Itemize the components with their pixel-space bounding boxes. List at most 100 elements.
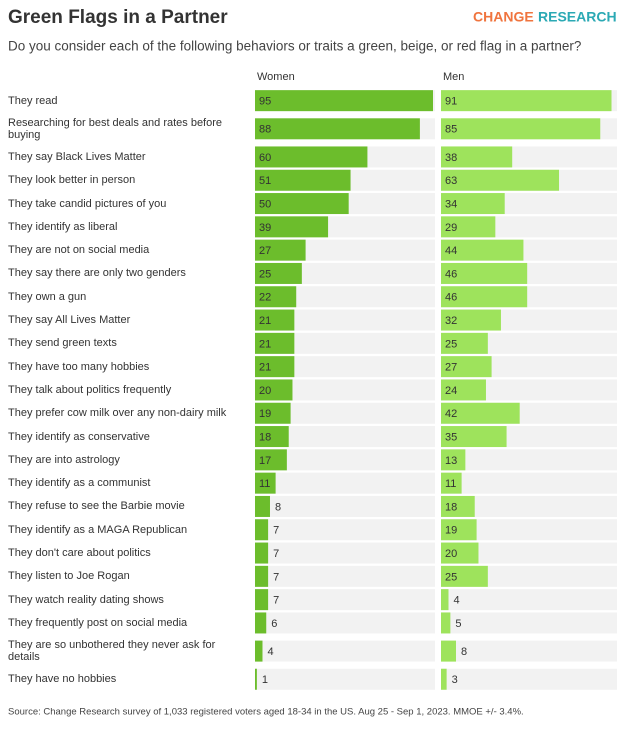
value-label: 32 xyxy=(445,315,457,327)
bar xyxy=(255,495,270,517)
bar xyxy=(441,146,513,168)
value-label: 8 xyxy=(461,646,467,658)
value-label: 95 xyxy=(259,96,271,108)
value-label: 60 xyxy=(259,152,271,164)
value-label: 11 xyxy=(445,478,456,490)
bar-track xyxy=(441,495,617,517)
bar xyxy=(441,118,601,140)
category-label: They say there are only two genders xyxy=(8,267,186,280)
bar xyxy=(255,309,295,331)
bar xyxy=(441,216,496,238)
category-label: They take candid pictures of you xyxy=(8,197,167,210)
bar xyxy=(255,332,295,354)
value-label: 50 xyxy=(259,198,271,210)
bar xyxy=(255,379,293,401)
category-label: They own a gun xyxy=(8,290,87,303)
value-label: 18 xyxy=(445,501,457,513)
bar xyxy=(441,542,479,564)
category-label: They take candid pictures of you xyxy=(8,197,167,210)
value-label: 38 xyxy=(445,152,457,164)
bar xyxy=(441,668,447,690)
category-label: They have too many hobbies xyxy=(8,360,150,373)
bar xyxy=(441,286,528,308)
bar-track xyxy=(441,612,617,634)
bar xyxy=(255,519,269,541)
bar xyxy=(255,169,351,191)
bar xyxy=(441,193,505,215)
category-label: They watch reality dating shows xyxy=(8,593,164,606)
value-label: 5 xyxy=(455,618,461,630)
category-label: They identify as a communist xyxy=(8,477,151,490)
bar xyxy=(441,309,501,331)
bar-track xyxy=(255,472,435,494)
value-label: 25 xyxy=(445,338,457,350)
value-label: 4 xyxy=(267,646,273,658)
value-label: 27 xyxy=(445,362,457,374)
value-label: 13 xyxy=(445,455,457,467)
value-label: 20 xyxy=(259,385,271,397)
brand-part: RESEARCH xyxy=(538,9,617,25)
value-label: 44 xyxy=(445,245,457,257)
bar xyxy=(441,379,486,401)
bar-track xyxy=(255,309,435,331)
brand-part: CHANGE xyxy=(473,9,534,25)
bar xyxy=(255,612,267,634)
bar xyxy=(255,589,269,611)
value-label: 34 xyxy=(445,198,457,210)
category-label: Researching for best deals and rates bef… xyxy=(8,116,223,141)
value-label: 63 xyxy=(445,175,457,187)
category-label: They are into astrology xyxy=(8,454,120,466)
category-label: They say All Lives Matter xyxy=(8,314,130,326)
category-label: They identify as a MAGA Republican xyxy=(8,523,188,536)
bar-track xyxy=(441,449,617,471)
bar xyxy=(441,239,524,261)
category-label: They say there are only two genders xyxy=(8,267,186,280)
value-label: 22 xyxy=(259,292,271,304)
value-label: 91 xyxy=(445,96,457,108)
value-label: 18 xyxy=(259,431,271,443)
bar-track xyxy=(441,472,617,494)
category-label: They identify as a MAGA Republican xyxy=(8,523,188,536)
value-label: 39 xyxy=(259,222,271,234)
category-label: They are so unbothered they never ask fo… xyxy=(8,639,216,664)
bar xyxy=(441,472,462,494)
category-label: They identify as conservative xyxy=(8,431,150,443)
bar xyxy=(441,90,612,112)
value-label: 19 xyxy=(445,525,457,537)
category-label: They prefer cow milk over any non-dairy … xyxy=(8,407,227,420)
bar-track xyxy=(255,286,435,308)
category-label: They don't care about politics xyxy=(8,547,151,559)
bar xyxy=(441,612,451,634)
bar xyxy=(255,402,291,424)
bar-track xyxy=(255,519,435,541)
category-label: They frequently post on social media xyxy=(8,617,187,629)
category-label: They identify as liberal xyxy=(8,220,118,233)
category-label: They say Black Lives Matter xyxy=(8,150,146,163)
value-label: 6 xyxy=(271,618,277,630)
value-label: 51 xyxy=(259,175,271,187)
bar xyxy=(255,565,269,587)
category-label: They watch reality dating shows xyxy=(8,593,164,606)
value-label: 25 xyxy=(445,571,457,583)
category-label: Researching for best deals and rates bef… xyxy=(8,116,223,141)
category-label: They have too many hobbies xyxy=(8,360,150,373)
bar-track xyxy=(255,565,435,587)
bar xyxy=(255,356,295,378)
bar-track xyxy=(255,426,435,448)
bar xyxy=(441,565,488,587)
value-label: 4 xyxy=(453,595,459,607)
bar xyxy=(441,589,449,611)
bar-track xyxy=(255,356,435,378)
value-label: 20 xyxy=(445,548,457,560)
category-label: They own a gun xyxy=(8,290,87,303)
value-label: 7 xyxy=(273,548,279,560)
value-label: 21 xyxy=(259,338,271,350)
bar-track xyxy=(255,402,435,424)
bar xyxy=(441,495,475,517)
bar xyxy=(441,332,488,354)
category-label: They are not on social media xyxy=(8,244,149,256)
category-label: They read xyxy=(8,94,58,107)
bar-track xyxy=(441,589,617,611)
value-label: 3 xyxy=(452,674,458,686)
bar xyxy=(255,668,257,690)
